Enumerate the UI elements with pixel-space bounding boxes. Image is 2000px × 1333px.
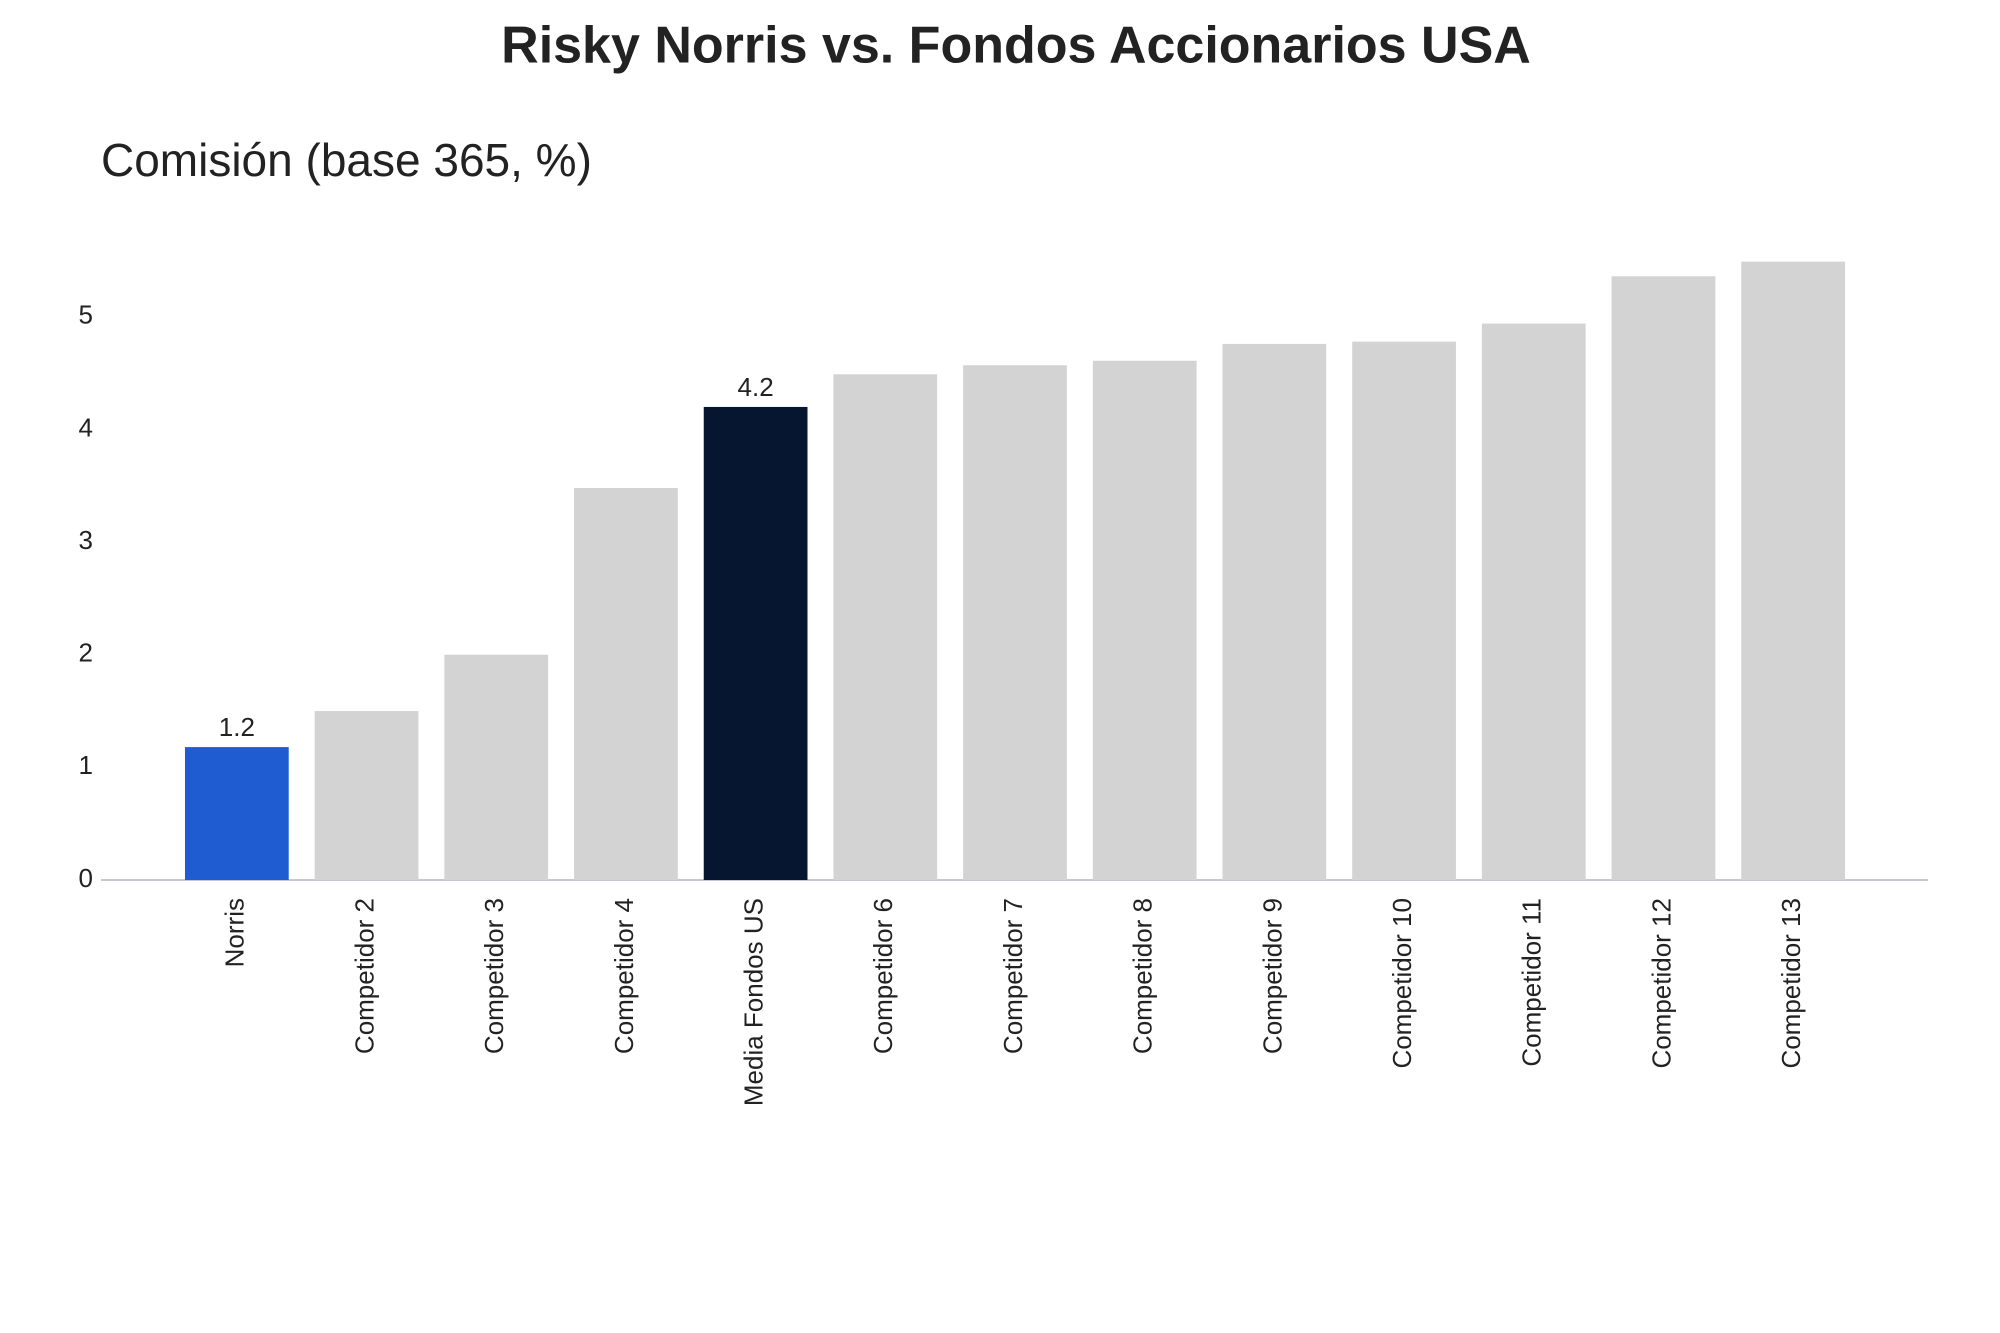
- chart-subtitle: Comisión (base 365, %): [101, 134, 592, 186]
- x-tick-label: Competidor 12: [1646, 898, 1676, 1069]
- bar: [444, 654, 549, 880]
- bar: [1741, 261, 1846, 881]
- bar: [314, 711, 419, 880]
- y-tick-label: 3: [79, 525, 93, 555]
- bar: [1481, 323, 1586, 881]
- x-tick-label: Competidor 8: [1128, 898, 1158, 1054]
- x-tick-label: Norris: [220, 898, 250, 967]
- x-tick-label: Competidor 6: [868, 898, 898, 1054]
- bar: [1222, 343, 1327, 881]
- x-tick-label: Competidor 11: [1517, 898, 1547, 1067]
- chart-title: Risky Norris vs. Fondos Accionarios USA: [501, 17, 1531, 75]
- y-tick-label: 1: [79, 750, 93, 780]
- y-tick-label: 0: [79, 863, 93, 893]
- bar: [1352, 341, 1456, 880]
- bar: [1611, 276, 1716, 880]
- bar: [184, 747, 289, 880]
- x-tick-label: Competidor 3: [479, 898, 509, 1054]
- x-tick-label: Competidor 10: [1387, 898, 1417, 1069]
- bar: [1092, 360, 1197, 880]
- value-label: 4.2: [738, 372, 774, 402]
- y-tick-label: 5: [79, 300, 93, 330]
- y-tick-label: 4: [79, 412, 93, 442]
- x-tick-label: Competidor 2: [349, 898, 379, 1054]
- bar: [833, 374, 938, 880]
- value-label: 1.2: [219, 712, 255, 742]
- bar: [574, 488, 678, 880]
- bar: [703, 406, 808, 880]
- x-tick-label: Competidor 9: [1257, 898, 1287, 1054]
- x-tick-label: Competidor 7: [998, 898, 1028, 1054]
- x-tick-label: Competidor 4: [609, 898, 639, 1054]
- bar: [963, 365, 1067, 880]
- y-tick-label: 2: [79, 638, 93, 668]
- x-tick-label: Competidor 13: [1776, 898, 1806, 1069]
- x-tick-label: Media Fondos US: [738, 898, 768, 1106]
